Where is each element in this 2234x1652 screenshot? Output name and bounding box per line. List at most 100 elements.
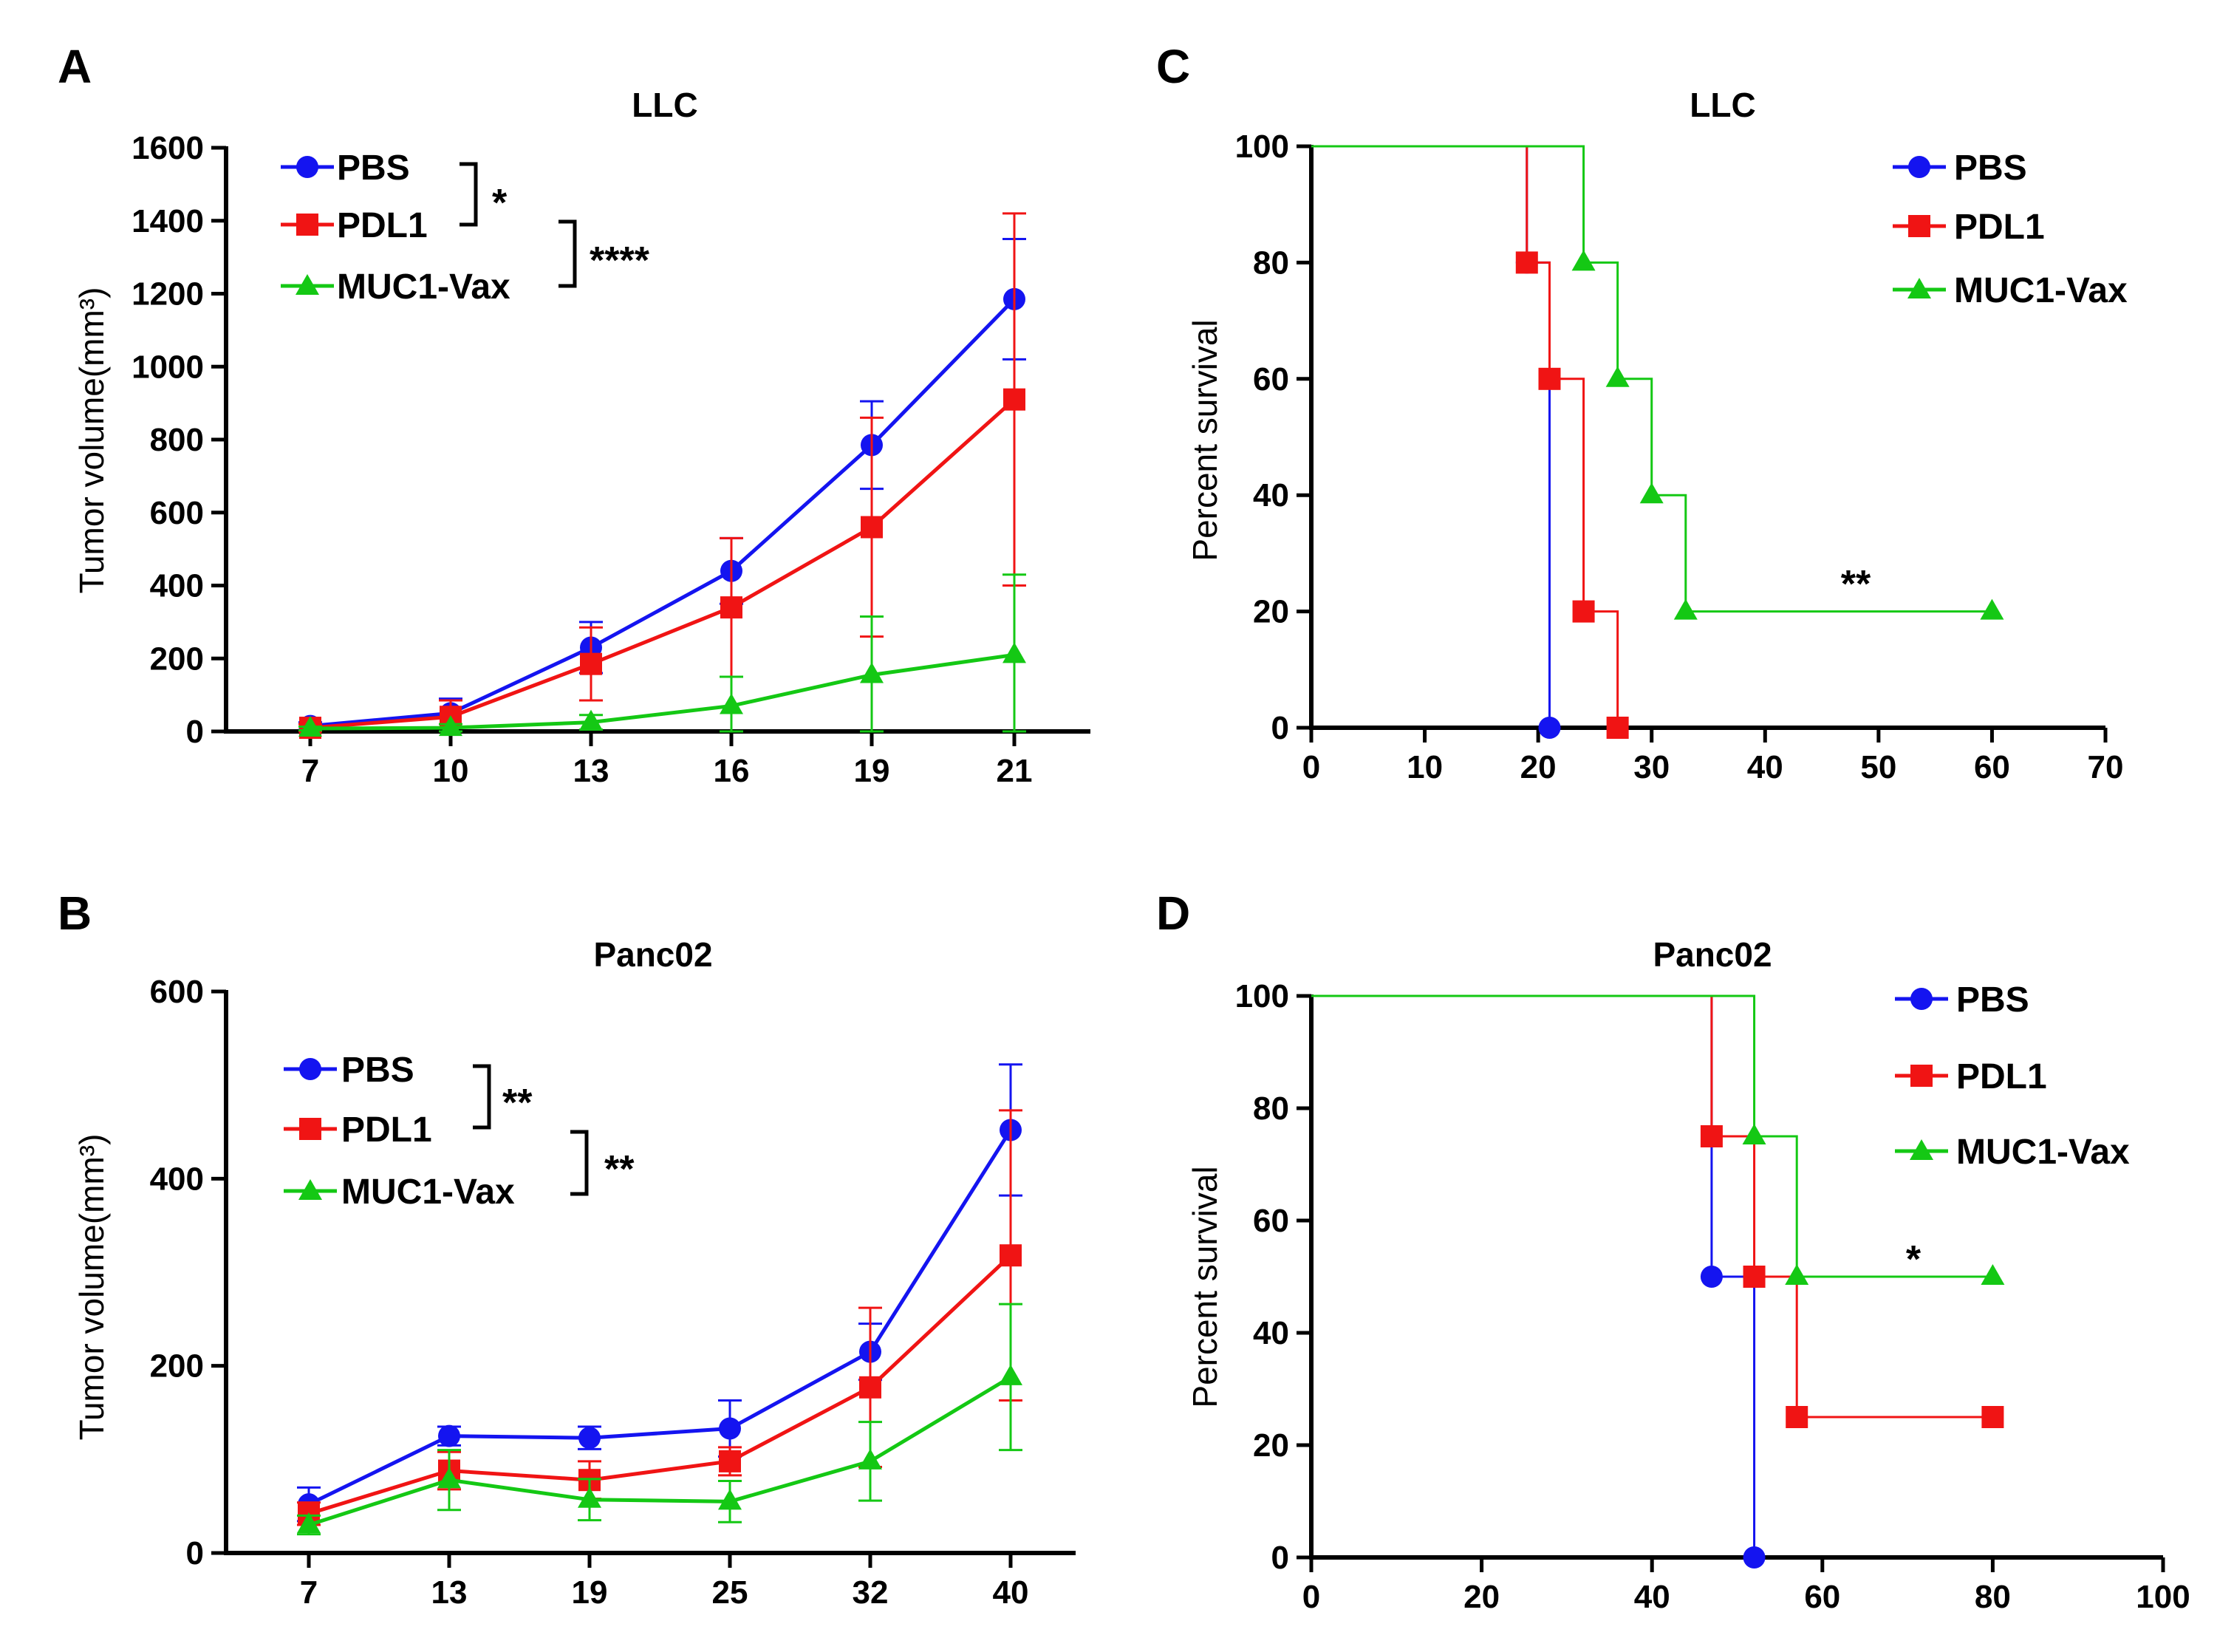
censor-point-pdl1 (1981, 1406, 2004, 1428)
significance-label-c: ** (1841, 563, 1871, 606)
panel-b: B Panc02 Tumor volume(mm³) 0 200 400 600 7 13… (58, 887, 1076, 1611)
x-tick-label-c: 60 (1974, 749, 2010, 785)
data-point-muc1vax (718, 1489, 742, 1510)
censor-point-muc1vax (1571, 250, 1596, 271)
x-tick-label-d: 100 (2136, 1579, 2190, 1615)
y-tick-label-d: 20 (1253, 1427, 1289, 1464)
legend-label-muc1vax: MUC1-Vax (1954, 271, 2128, 310)
panel-a: A LLC Tumor volume(mm³) 0 200 400 600 800 100… (58, 40, 1090, 789)
legend-label-pdl1: PDL1 (1954, 208, 2045, 247)
legend-a: PBS PDL1 MUC1-Vax (281, 149, 510, 307)
panel-letter-a: A (58, 40, 92, 93)
series-line-pbs (310, 298, 1016, 728)
data-point-muc1vax (720, 693, 743, 714)
legend-label-muc1vax: MUC1-Vax (337, 267, 510, 307)
y-tick-label-a: 1600 (131, 130, 204, 166)
significance-label-a1: * (492, 182, 508, 225)
data-point-muc1vax (437, 1467, 461, 1489)
y-tick-label-a: 1400 (131, 203, 204, 239)
censor-point-pbs (1700, 1266, 1723, 1288)
x-tick-label-c: 20 (1520, 749, 1557, 785)
significance-brackets-b: ** ** (473, 1064, 635, 1196)
bracket-pdl1-muc1vax-a (558, 219, 577, 288)
x-tick-label-a: 21 (997, 753, 1033, 789)
data-point-muc1vax (858, 1448, 882, 1470)
censor-point-pdl1 (1572, 600, 1595, 623)
survival-step-pbs (1311, 145, 1551, 728)
bracket-pbs-pdl1-a (460, 162, 478, 227)
y-tick-label-a: 1000 (131, 349, 204, 385)
y-tick-label-a: 400 (150, 568, 204, 604)
legend-marker-muc1vax (1907, 278, 1931, 298)
data-point-pdl1 (719, 1450, 741, 1472)
panel-letter-d: D (1156, 887, 1190, 940)
x-tick-label-c: 70 (2088, 749, 2124, 785)
y-tick-label-c: 40 (1253, 477, 1289, 513)
x-tick-label-b: 13 (431, 1574, 468, 1611)
series-line-pdl1 (310, 397, 1016, 730)
y-axis-label-c: Percent survival (1186, 319, 1224, 561)
x-tick-label-c: 10 (1407, 749, 1443, 785)
chart-title-a: LLC (632, 86, 697, 124)
data-point-pdl1 (580, 652, 602, 675)
panel-c: C LLC Percent survival 0 20 40 60 80 100 0 10 20… (1156, 40, 2128, 785)
y-tick-label-b: 400 (150, 1161, 204, 1197)
legend-label-pbs: PBS (341, 1051, 414, 1090)
significance-brackets-a: * **** (460, 162, 650, 288)
data-point-pbs (438, 1424, 460, 1447)
y-tick-label-d: 0 (1271, 1540, 1289, 1576)
significance-label-b2: ** (604, 1148, 635, 1191)
x-tick-label-d: 20 (1463, 1579, 1500, 1615)
data-point-muc1vax (999, 1364, 1022, 1385)
censor-point-muc1vax (1742, 1124, 1766, 1144)
panel-letter-c: C (1156, 40, 1190, 93)
chart-title-c: LLC (1690, 86, 1755, 124)
data-point-muc1vax (578, 1487, 601, 1508)
y-tick-label-a: 600 (150, 495, 204, 531)
x-tick-label-d: 40 (1634, 1579, 1670, 1615)
legend-label-pdl1: PDL1 (1956, 1057, 2047, 1096)
y-tick-label-d: 80 (1253, 1090, 1289, 1127)
chart-title-d: Panc02 (1653, 935, 1772, 974)
y-tick-label-c: 20 (1253, 594, 1289, 630)
x-tick-label-a: 16 (714, 753, 750, 789)
significance-label-d: * (1906, 1238, 1922, 1281)
x-tick-label-b: 19 (572, 1574, 608, 1611)
censor-point-pdl1 (1606, 717, 1629, 739)
significance-label-b1: ** (502, 1082, 533, 1124)
x-tick-label-a: 10 (433, 753, 469, 789)
legend-c: PBS PDL1 MUC1-Vax (1893, 149, 2128, 310)
y-tick-label-c: 60 (1253, 361, 1289, 397)
x-tick-label-a: 19 (854, 753, 890, 789)
legend-marker-pdl1 (1908, 215, 1930, 237)
legend-marker-pdl1 (299, 1118, 321, 1140)
censor-point-pdl1 (1515, 251, 1538, 274)
series-line-muc1vax (310, 652, 1015, 731)
y-tick-label-d: 60 (1253, 1203, 1289, 1239)
data-point-muc1vax (297, 1512, 321, 1533)
y-tick-label-a: 0 (186, 714, 204, 750)
x-tick-label-d: 0 (1302, 1579, 1320, 1615)
censor-point-muc1vax (1639, 482, 1664, 504)
censor-point-pbs (1538, 717, 1561, 739)
legend-marker-muc1vax (1910, 1139, 1933, 1160)
series-line-muc1vax (308, 1375, 1012, 1527)
y-tick-label-d: 100 (1235, 978, 1289, 1014)
legend-label-pbs: PBS (1956, 980, 2029, 1020)
x-tick-label-d: 60 (1804, 1579, 1840, 1615)
legend-marker-muc1vax (296, 274, 319, 295)
data-point-muc1vax (579, 709, 603, 731)
y-tick-label-a: 200 (150, 641, 204, 677)
x-tick-label-c: 0 (1302, 749, 1320, 785)
survival-step-pbs (1311, 994, 1756, 1557)
legend-label-pdl1: PDL1 (337, 206, 428, 245)
chart-title-b: Panc02 (593, 935, 712, 974)
y-axis-label-a: Tumor volume(mm³) (72, 287, 111, 594)
censor-point-pbs (1743, 1546, 1766, 1569)
survival-step-muc1vax (1311, 994, 1993, 1278)
panel-d: D Panc02 Percent survival 0 20 40 60 80 100 0 2… (1156, 887, 2190, 1615)
y-tick-label-b: 0 (186, 1535, 204, 1571)
censor-point-muc1vax (1981, 1264, 2005, 1285)
y-axis-label-d: Percent survival (1186, 1166, 1224, 1407)
censor-point-muc1vax (1605, 366, 1630, 387)
